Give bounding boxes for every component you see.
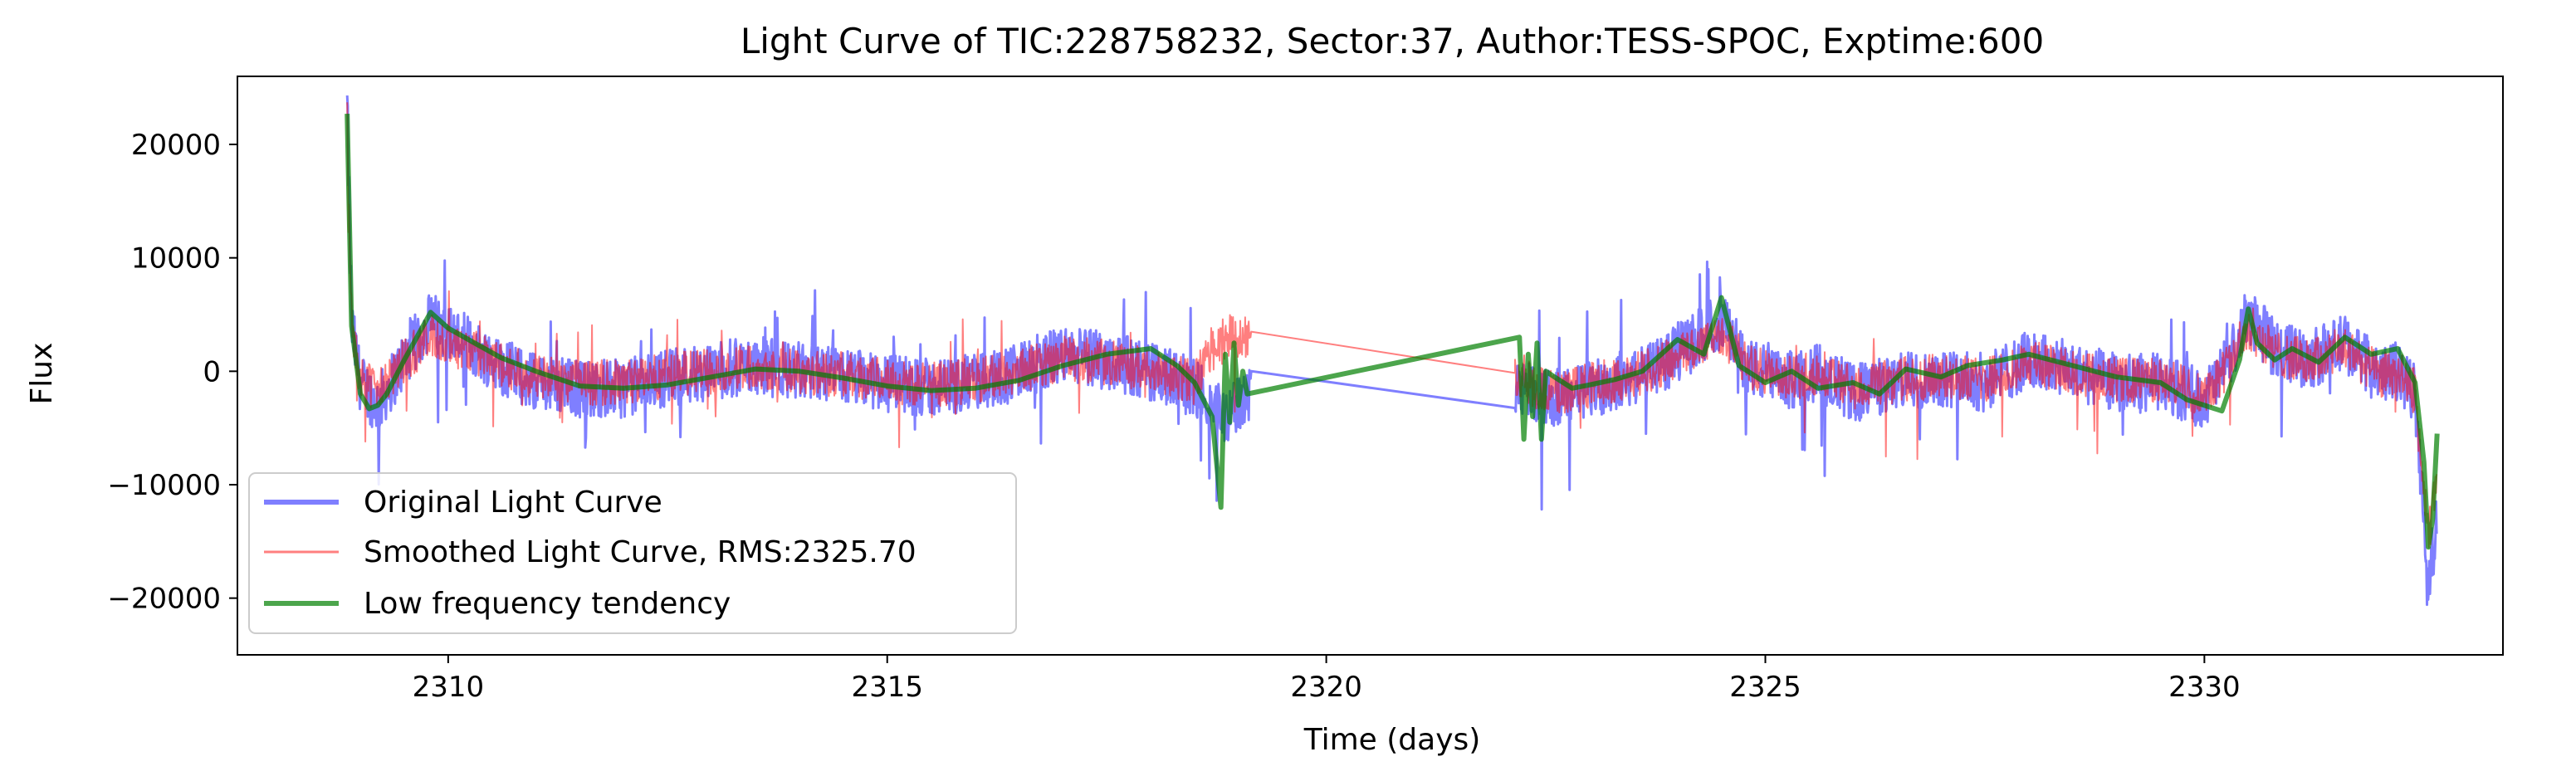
y-axis-label: Flux (25, 343, 59, 405)
x-tick-label: 2320 (1290, 671, 1362, 704)
y-axis: −20000 −10000 0 10000 20000 (107, 129, 237, 616)
legend-label-smoothed: Smoothed Light Curve, RMS:2325.70 (364, 535, 917, 569)
x-tick-label: 2310 (413, 671, 485, 704)
x-tick-label: 2315 (851, 671, 923, 704)
plot-frame (237, 76, 2504, 656)
y-tick-label: 20000 (131, 129, 221, 162)
legend: Original Light Curve Smoothed Light Curv… (248, 472, 1017, 634)
legend-box (248, 472, 1017, 634)
series-line-low-frequency (345, 114, 2440, 550)
x-tick-label: 2330 (2168, 671, 2241, 704)
plot-area (345, 95, 2440, 607)
x-axis: 2310 2315 2320 2325 2330 (413, 655, 2241, 704)
y-tick-label: 10000 (131, 242, 221, 276)
x-axis-label: Time (days) (1303, 723, 1481, 757)
y-tick-label: −10000 (107, 469, 221, 502)
legend-label-original: Original Light Curve (364, 486, 662, 520)
y-tick-label: −20000 (107, 583, 221, 616)
y-tick-label: 0 (203, 355, 221, 388)
legend-label-low-frequency: Low frequency tendency (364, 587, 731, 621)
x-tick-label: 2325 (1729, 671, 1801, 704)
chart-title: Light Curve of TIC:228758232, Sector:37,… (741, 21, 2044, 61)
